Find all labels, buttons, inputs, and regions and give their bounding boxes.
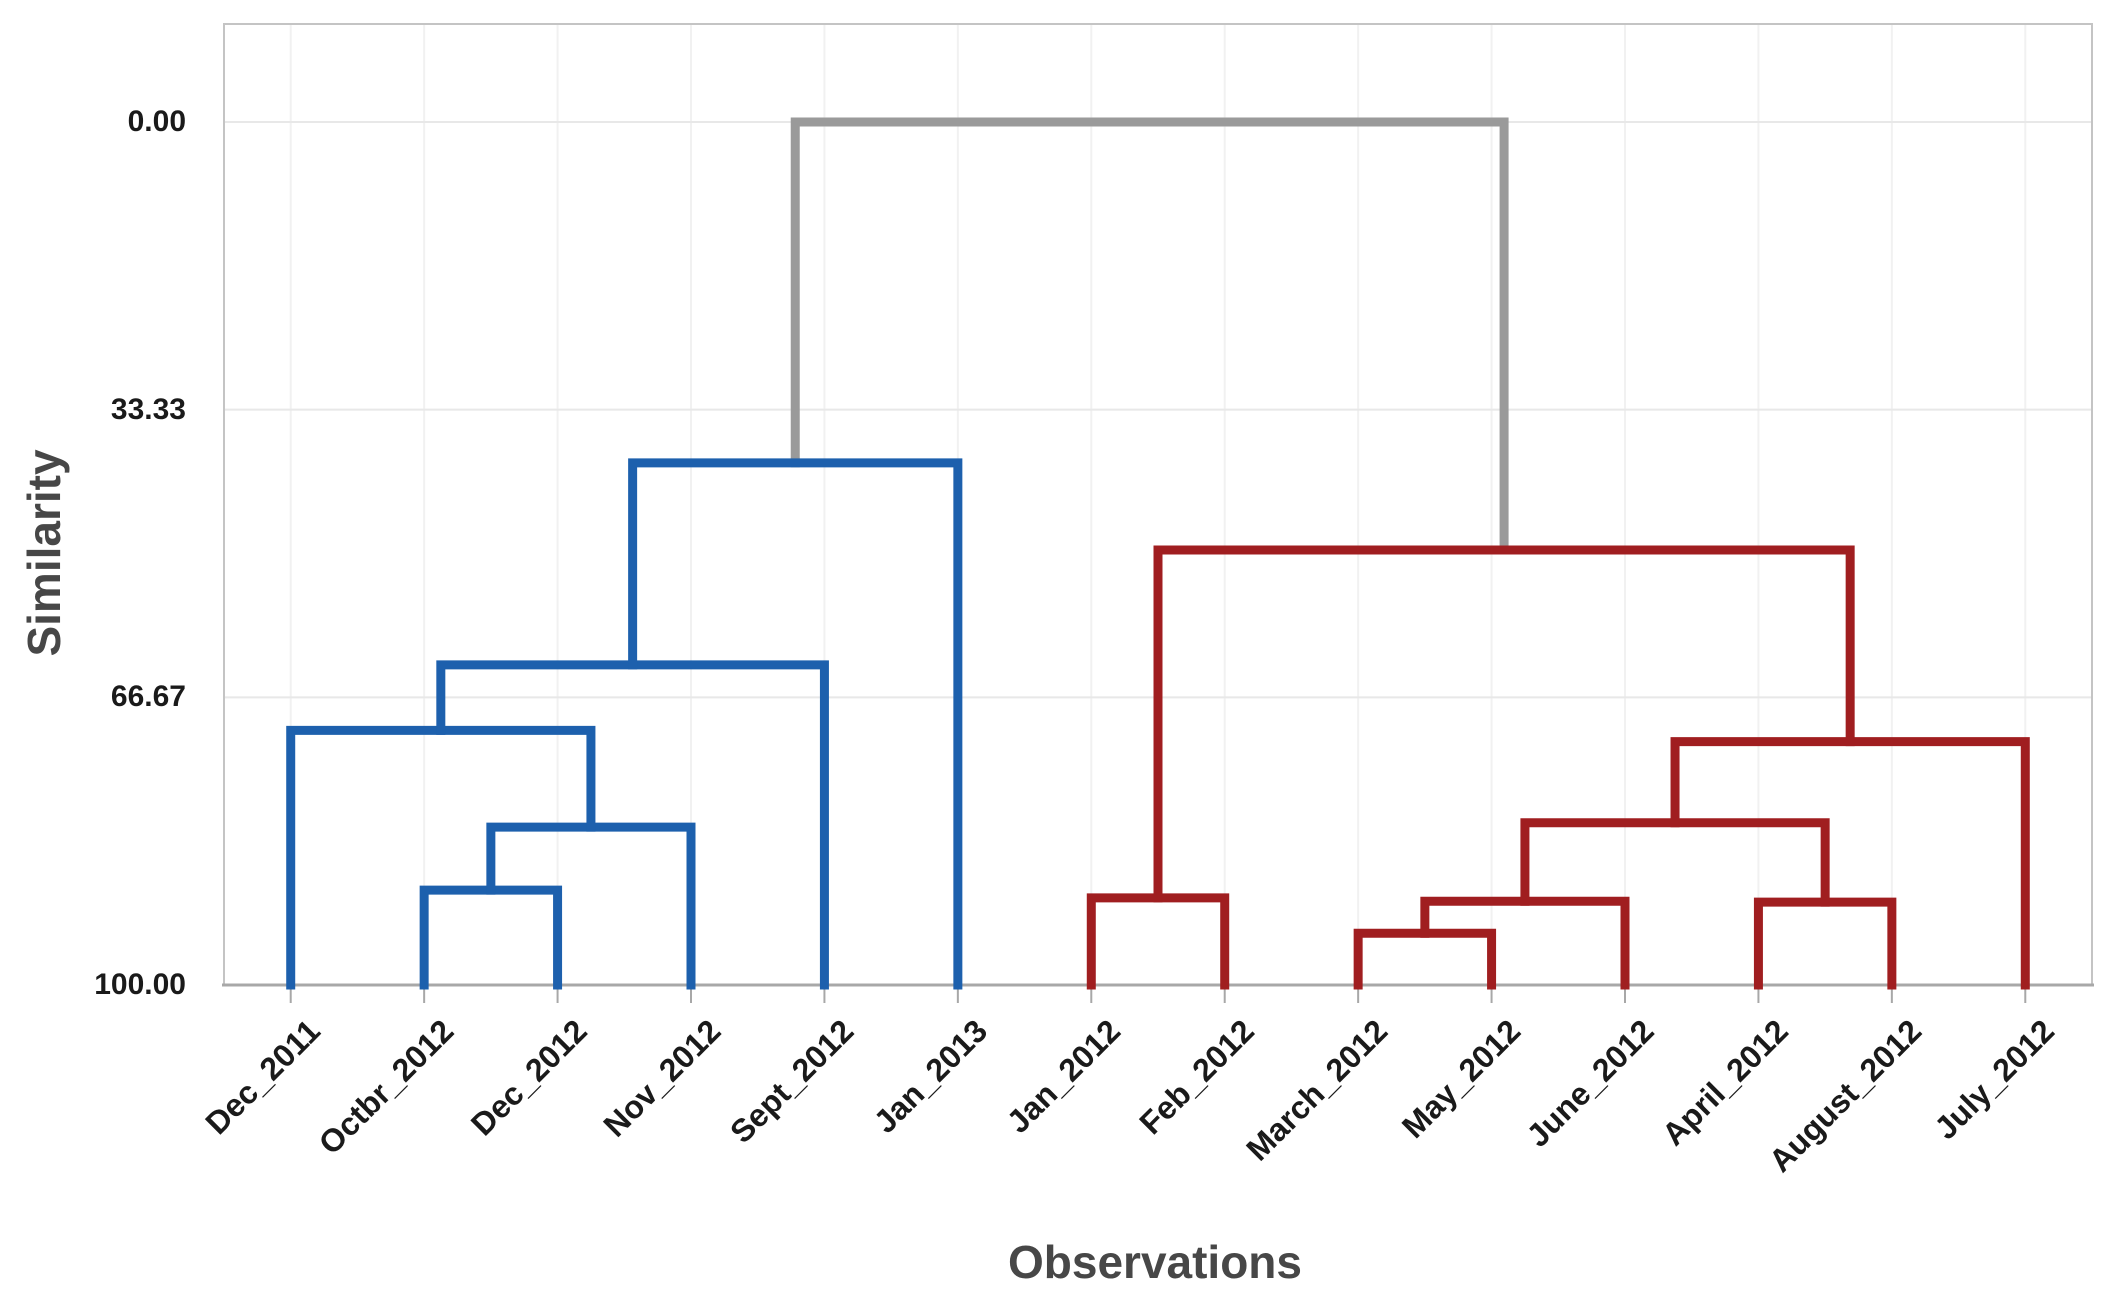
dendrogram-branch-M1 — [486, 822, 696, 990]
y-tick-label: 0.00 — [127, 105, 186, 138]
dendrogram-branch-M4 — [628, 458, 963, 990]
dendrogram-branch-M12 — [790, 117, 1509, 555]
dendrogram-branch-M5 — [1353, 928, 1497, 990]
dendrogram-branch-M7 — [1420, 896, 1630, 990]
y-tick-label: 66.67 — [110, 680, 186, 714]
dendrogram-branch-M2 — [286, 725, 596, 990]
dendrogram-branch-M10 — [1670, 737, 2030, 990]
dendrogram-branch-M11 — [1153, 545, 1855, 903]
dendrogram-branch-M6 — [1086, 893, 1230, 990]
x-axis-title: Observations — [1008, 1236, 1302, 1288]
dendrogram-branch-M8 — [1753, 897, 1897, 990]
y-tick-label: 33.33 — [110, 392, 186, 426]
y-axis-title: Similarity — [18, 449, 70, 657]
y-tick-label: 100.00 — [94, 968, 186, 1001]
dendrogram-branch-M0 — [419, 885, 563, 990]
dendrogram-branch-M9 — [1520, 818, 1830, 907]
